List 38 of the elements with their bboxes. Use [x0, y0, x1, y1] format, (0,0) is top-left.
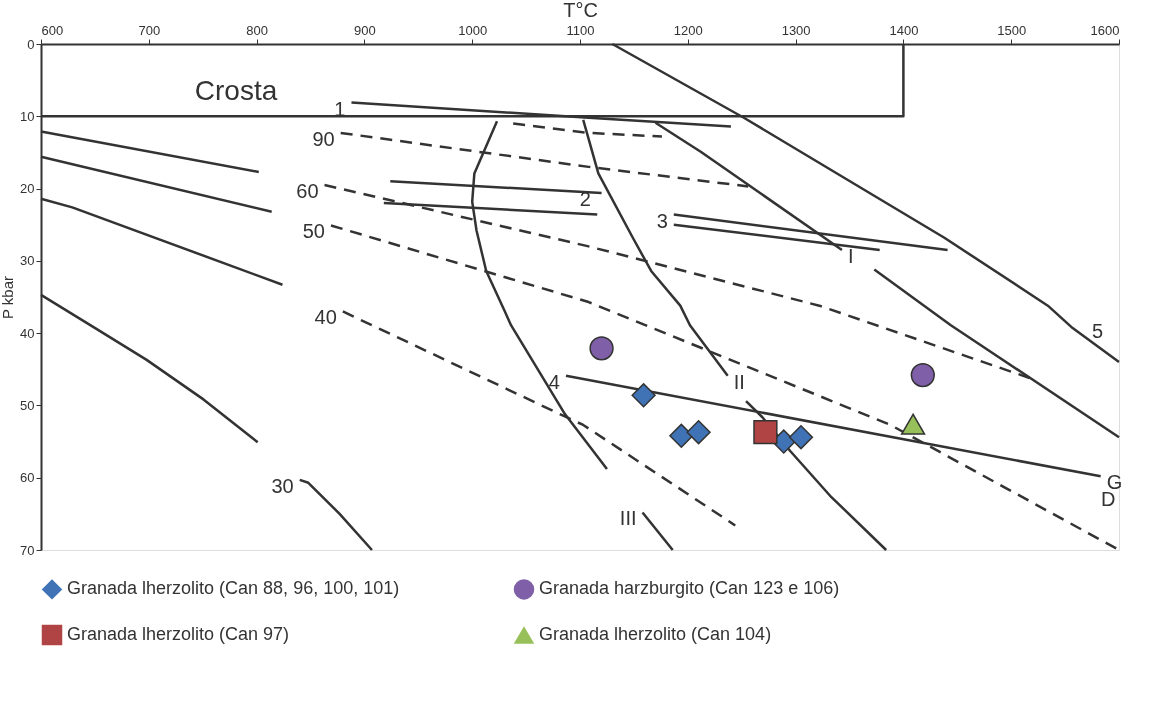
x-axis-title: T°C [563, 0, 598, 21]
x-tick-label: 1000 [458, 22, 488, 38]
x-tick-label: 1300 [781, 22, 811, 38]
annotation: 3 [656, 209, 668, 232]
y-tick-label: 0 [27, 36, 35, 52]
x-tick-label: 1200 [673, 22, 703, 38]
x-tick-label: 800 [246, 22, 268, 38]
x-tick-label: 1100 [566, 22, 595, 38]
annotation: 90 [312, 127, 335, 150]
x-tick-label: 1500 [997, 22, 1027, 38]
annotation: 5 [1091, 320, 1103, 343]
y-tick-label: 70 [20, 542, 35, 558]
annotation: 40 [314, 306, 337, 329]
annotation: Crosta [194, 75, 278, 106]
legend-label: Granada lherzolito (Can 97) [67, 624, 290, 644]
y-tick-label: 40 [20, 325, 35, 341]
x-tick-label: 600 [41, 22, 64, 38]
annotation: II [733, 370, 745, 393]
y-tick-label: 60 [20, 470, 35, 486]
x-tick-label: 1400 [889, 22, 919, 38]
annotation: D [1101, 488, 1116, 510]
y-tick-label: 20 [20, 181, 35, 197]
x-tick-label: 700 [138, 22, 161, 38]
legend-label: Granada lherzolito (Can 104) [539, 624, 772, 644]
legend-label: Granada harzburgito (Can 123 e 106) [539, 578, 840, 599]
x-tick-label: 1600 [1090, 22, 1120, 38]
x-tick-label: 900 [354, 22, 376, 38]
annotation: 60 [296, 179, 319, 202]
y-axis-title: P kbar [0, 275, 17, 320]
annotation: 30 [271, 474, 294, 497]
annotation: I [847, 245, 854, 268]
annotation: 50 [302, 220, 325, 243]
y-tick-label: 50 [20, 397, 35, 413]
annotation: 4 [548, 370, 560, 393]
legend-label: Granada lherzolito (Can 88, 96, 100, 101) [67, 578, 400, 599]
y-tick-label: 30 [20, 253, 35, 269]
y-tick-label: 10 [20, 108, 35, 124]
annotation: III [619, 507, 637, 530]
